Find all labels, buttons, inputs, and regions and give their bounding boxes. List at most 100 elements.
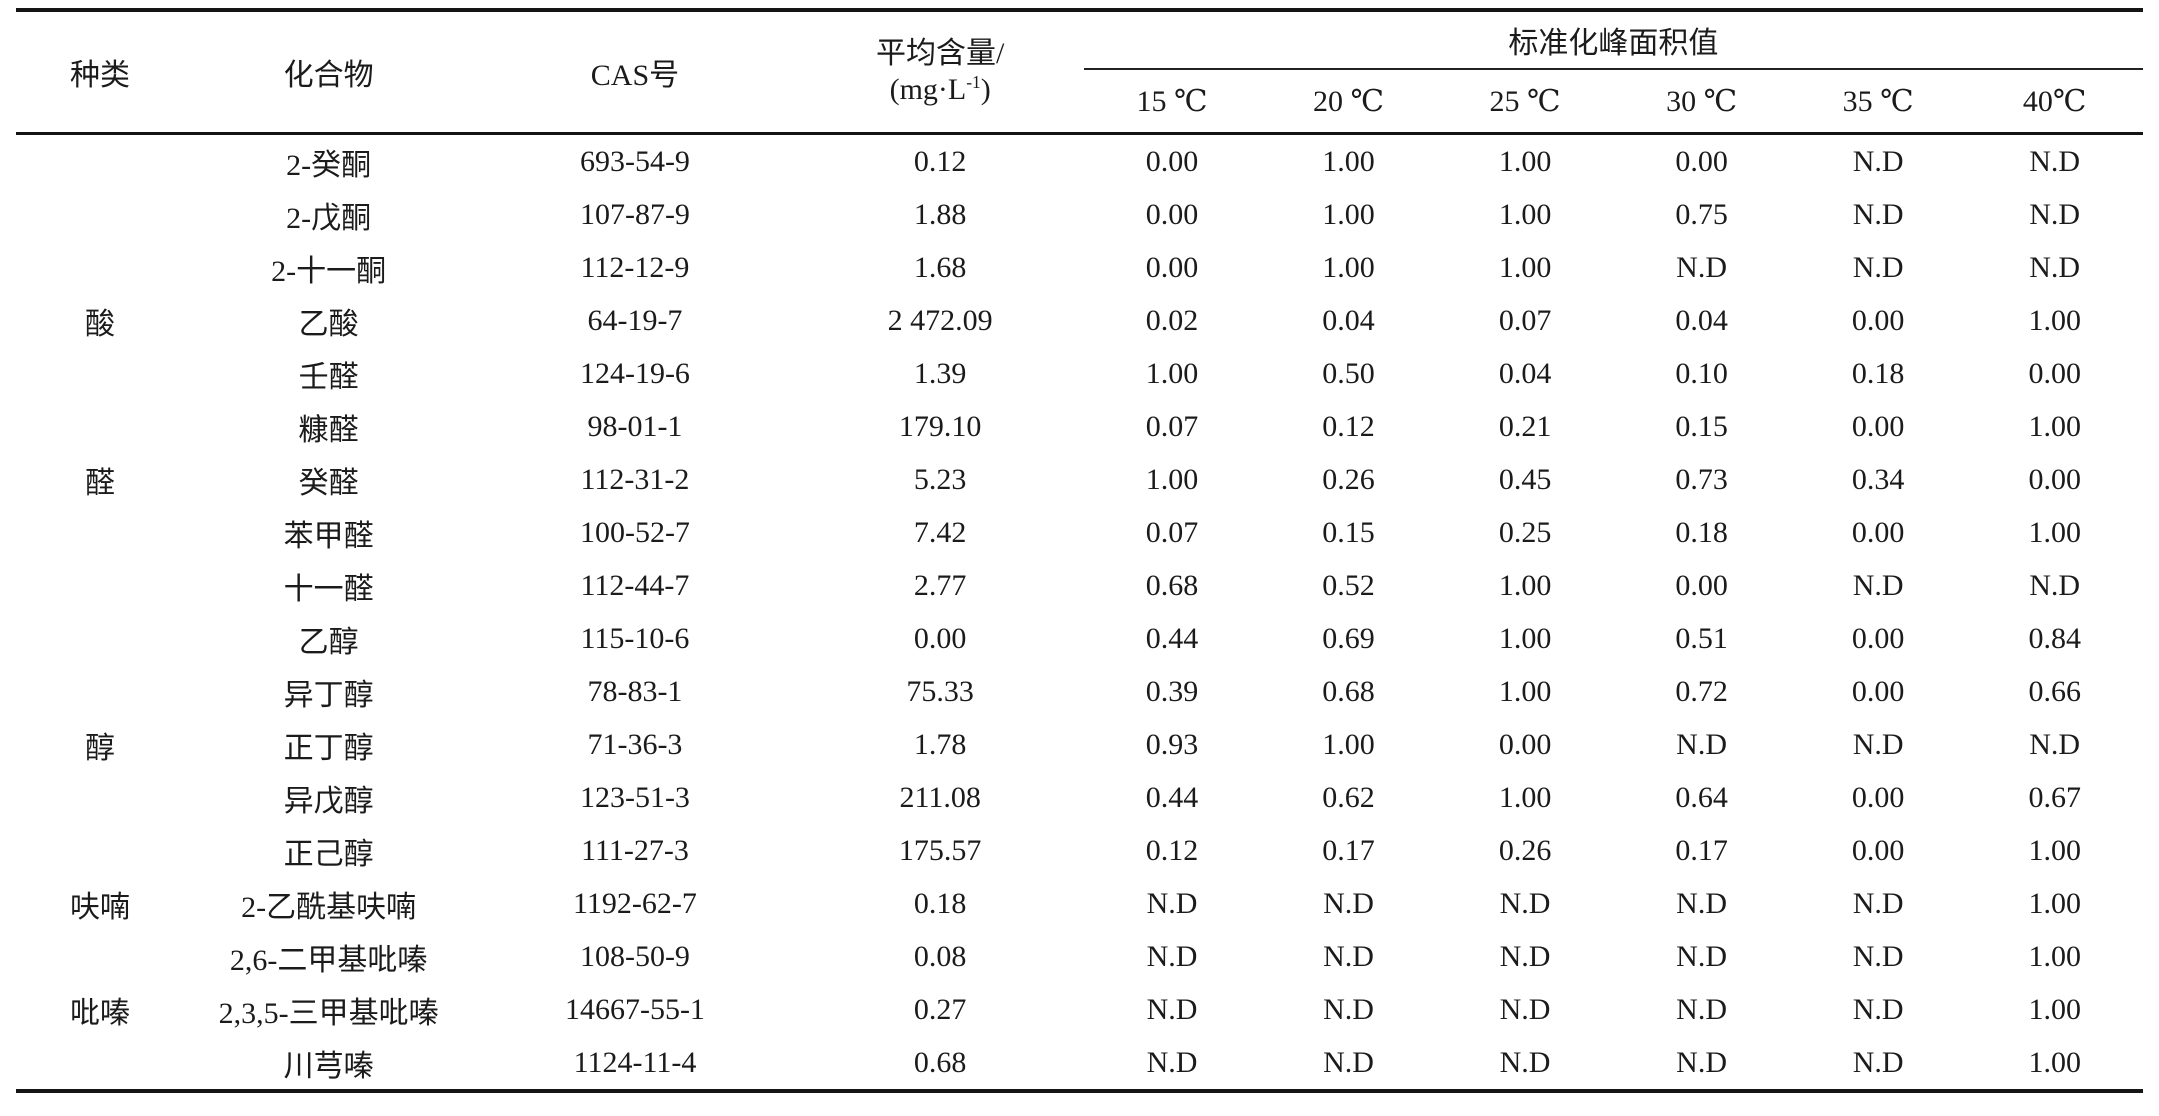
cell-compound: 乙酸 [298, 307, 359, 341]
table-row: 2-十一酮 112-12-9 1.68 0.00 1.00 1.00 N.D N.D N.D [16, 241, 2143, 294]
cell-category: 酸 [85, 307, 116, 341]
cell-peak-area-temp-2: 0.26 [1322, 462, 1375, 496]
cell-peak-area-temp-4: 0.15 [1675, 409, 1728, 443]
cell-category: 吡嗪 [70, 996, 131, 1030]
cell-peak-area-temp-5: N.D [1852, 1045, 1904, 1079]
cell-peak-area-temp-3: N.D [1499, 886, 1551, 920]
cell-peak-area-temp-2: 0.12 [1322, 409, 1375, 443]
cell-peak-area-temp-6: 1.00 [2028, 992, 2081, 1026]
cell-peak-area-temp-1: N.D [1146, 939, 1198, 973]
cell-peak-area-temp-6: N.D [2029, 250, 2081, 284]
table-row: 十一醛 112-44-7 2.77 0.68 0.52 1.00 0.00 N.D N.D [16, 559, 2143, 612]
cell-compound: 2-乙酰基呋喃 [241, 890, 417, 924]
cell-category [16, 132, 185, 188]
cell-peak-area-temp-4: 0.18 [1675, 515, 1728, 549]
cell-peak-area-temp-3: 1.00 [1498, 197, 1552, 231]
cell-compound: 异丁醇 [283, 678, 374, 712]
cell-peak-area-temp-5: N.D [1852, 727, 1904, 761]
cell-cas-number: 100-52-7 [579, 515, 690, 549]
cell-cas-number: 112-44-7 [580, 568, 690, 602]
cell-average-content: 75.33 [906, 674, 974, 708]
cell-peak-area-temp-1: N.D [1146, 886, 1198, 920]
cell-peak-area-temp-2: 0.17 [1322, 833, 1375, 867]
cell-compound: 2-癸酮 [184, 132, 474, 188]
cell-peak-area-temp-5: 0.00 [1851, 833, 1905, 867]
cell-peak-area-temp-4: 0.17 [1675, 833, 1728, 867]
cell-average-content: 175.57 [898, 833, 982, 867]
cell-category [16, 559, 184, 612]
cell-peak-area-temp-2: N.D [1323, 939, 1374, 973]
cell-peak-area-temp-1: 0.00 [1145, 250, 1199, 284]
cell-peak-area-temp-2: 0.04 [1322, 303, 1375, 337]
col-header-category: 种类 [70, 59, 131, 92]
cell-peak-area-temp-3: 0.04 [1498, 356, 1552, 390]
cell-compound: 2-戊酮 [286, 201, 372, 235]
cell-peak-area-temp-2: N.D [1323, 1045, 1374, 1079]
cell-category: 醛 [85, 466, 116, 500]
cell-cas-number: 112-12-9 [580, 250, 690, 284]
cell-compound: 糠醛 [298, 413, 359, 447]
header-row-main: 种类 化合物 CAS号 平均含量/ (mg·L-1) 标准化峰面积值 [16, 10, 2143, 106]
table-row: 异戊醇 123-51-3 211.08 0.44 0.62 1.00 0.64 0.00 0.6… [16, 771, 2143, 824]
cell-peak-area-temp-5: 0.00 [1851, 409, 1905, 443]
cell-peak-area-temp-6: N.D [2029, 727, 2081, 761]
avg-content-label: 平均含量/ [875, 37, 1005, 70]
cell-peak-area-temp-5: N.D [1852, 568, 1904, 602]
cell-peak-area-temp-2: 0.52 [1322, 568, 1375, 602]
cell-peak-area-temp-1: N.D [1146, 992, 1198, 1026]
cell-average-content: 211.08 [899, 780, 981, 814]
cell-average-content: 0.00 [913, 621, 967, 655]
cell-peak-area-temp-1: 0.00 [1145, 197, 1199, 231]
cell-peak-area-temp-3: 0.07 [1498, 303, 1552, 337]
cell-peak-area-temp-3: 1.00 [1498, 780, 1552, 814]
cell-peak-area-temp-2: 1.00 [1260, 132, 1437, 188]
cell-peak-area-temp-6: 0.00 [2028, 462, 2081, 496]
cell-cas-number: 693-54-9 [473, 132, 797, 188]
cell-average-content: 0.18 [913, 886, 967, 920]
cell-compound: 川芎嗪 [283, 1049, 374, 1083]
table-row: 醇 正丁醇 71-36-3 1.78 0.93 1.00 0.00 N.D N.D N.D [16, 718, 2143, 771]
cell-peak-area-temp-3: 1.00 [1436, 132, 1614, 188]
cell-peak-area-temp-5: N.D [1852, 939, 1904, 973]
cell-peak-area-temp-2: 0.15 [1322, 515, 1375, 549]
cell-cas-number: 98-01-1 [587, 409, 683, 443]
cell-compound: 2,6-二甲基吡嗪 [229, 943, 428, 977]
cell-category: 醇 [85, 731, 116, 765]
cell-average-content: 7.42 [913, 515, 967, 549]
cell-category [16, 188, 184, 241]
cell-category [16, 347, 184, 400]
cell-peak-area-temp-1: 0.44 [1145, 621, 1199, 655]
col-header-cas: CAS号 [590, 59, 680, 92]
cell-peak-area-temp-4: 0.00 [1613, 132, 1790, 188]
cell-peak-area-temp-5: N.D [1852, 197, 1904, 231]
cell-average-content: 1.68 [913, 250, 967, 284]
cell-peak-area-temp-5: 0.00 [1851, 515, 1905, 549]
cell-peak-area-temp-3: N.D [1499, 939, 1551, 973]
cell-peak-area-temp-3: 0.45 [1498, 462, 1552, 496]
cell-peak-area-temp-6: 0.66 [2028, 674, 2081, 708]
cell-cas-number: 78-83-1 [587, 674, 683, 708]
cell-cas-number: 111-27-3 [581, 833, 689, 867]
cell-cas-number: 1124-11-4 [573, 1045, 697, 1079]
cell-peak-area-temp-4: N.D [1676, 727, 1728, 761]
cell-peak-area-temp-1: 0.07 [1145, 515, 1199, 549]
table-row: 正己醇 111-27-3 175.57 0.12 0.17 0.26 0.17 0.00 1.0… [16, 824, 2143, 877]
table-row: 酸 乙酸 64-19-7 2 472.09 0.02 0.04 0.07 0.04 0.00 1.… [16, 294, 2143, 347]
cell-compound: 乙醇 [298, 625, 359, 659]
table-row: 醛 癸醛 112-31-2 5.23 1.00 0.26 0.45 0.73 0.34 0.00 [16, 453, 2143, 506]
cell-peak-area-temp-2: 0.62 [1322, 780, 1375, 814]
col-header-temp-4: 30 ℃ [1666, 84, 1738, 118]
cell-peak-area-temp-4: 0.73 [1675, 462, 1728, 496]
cell-peak-area-temp-5: 0.00 [1851, 303, 1905, 337]
avg-content-unit: (mg·L-1) [797, 72, 1084, 108]
cell-average-content: 1.39 [913, 356, 967, 390]
cell-peak-area-temp-2: 0.69 [1322, 621, 1375, 655]
cell-peak-area-temp-3: 1.00 [1498, 674, 1552, 708]
cell-peak-area-temp-4: 0.04 [1675, 303, 1728, 337]
cell-peak-area-temp-6: 1.00 [2028, 939, 2081, 973]
cell-peak-area-temp-1: 1.00 [1145, 356, 1199, 390]
cell-category [16, 506, 184, 559]
cell-peak-area-temp-3: 0.26 [1498, 833, 1552, 867]
cell-peak-area-temp-3: 1.00 [1498, 621, 1552, 655]
cell-peak-area-temp-4: N.D [1676, 886, 1728, 920]
